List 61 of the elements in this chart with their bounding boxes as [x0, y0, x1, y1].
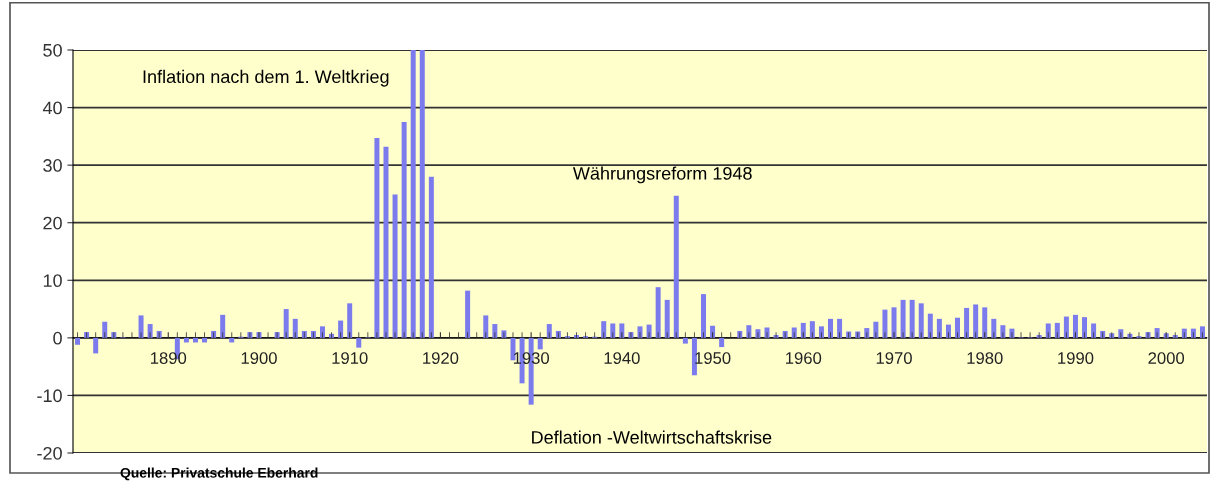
- bar: [510, 337, 516, 361]
- bar: [710, 325, 716, 338]
- bar: [982, 307, 988, 338]
- bar: [900, 299, 906, 338]
- bar: [392, 194, 398, 338]
- bar: [973, 304, 979, 338]
- bar: [347, 303, 353, 338]
- x-tick-label: 1980: [967, 352, 1003, 364]
- bar: [1082, 317, 1088, 338]
- bar: [828, 318, 834, 338]
- x-tick-label: 1890: [150, 352, 187, 364]
- bar: [619, 323, 625, 338]
- x-tick-label: 1900: [241, 352, 277, 364]
- y-tick-label: 50: [43, 43, 62, 57]
- bar: [891, 307, 897, 338]
- x-tick-label: 1920: [423, 352, 459, 364]
- x-tick-label: 2000: [1148, 352, 1185, 364]
- bar: [800, 322, 806, 338]
- bar: [220, 314, 226, 338]
- bar: [410, 50, 416, 338]
- bar: [918, 303, 924, 338]
- bar: [75, 337, 81, 345]
- y-tick-label: -20: [37, 446, 62, 460]
- y-tick-label: 20: [43, 216, 62, 230]
- bar: [964, 307, 970, 338]
- source-note: Quelle: Privatschule Eberhard: [120, 467, 318, 481]
- y-tick-label: 10: [43, 274, 62, 288]
- bar: [283, 309, 289, 338]
- bar: [701, 294, 706, 338]
- bar: [401, 121, 407, 338]
- bar: [682, 337, 688, 344]
- x-tick-label: 1940: [604, 352, 640, 364]
- y-tick-label: 40: [42, 101, 62, 115]
- annotation: Inflation nach dem 1. Weltkrieg: [143, 69, 389, 87]
- y-tick-label: -10: [37, 389, 62, 403]
- annotation: Währungsreform 1948: [572, 166, 752, 184]
- bar: [483, 315, 489, 338]
- bar: [138, 315, 144, 338]
- bar: [673, 195, 679, 338]
- annotation: Deflation -Weltwirtschaftskrise: [532, 430, 772, 444]
- bar: [655, 287, 661, 338]
- bar: [383, 146, 389, 338]
- x-tick-label: 1970: [876, 352, 912, 364]
- bar: [719, 337, 725, 348]
- bar: [537, 337, 543, 350]
- bar: [909, 299, 915, 338]
- bar: [93, 337, 99, 354]
- bar: [1072, 314, 1078, 338]
- y-tick-label: 0: [53, 331, 62, 345]
- x-tick-label: 1960: [786, 352, 822, 364]
- bar: [419, 50, 425, 338]
- bar: [428, 176, 434, 338]
- bar: [691, 337, 697, 376]
- bar: [664, 299, 670, 338]
- bar: [465, 290, 471, 338]
- bar: [374, 138, 380, 338]
- bar: [882, 309, 888, 338]
- x-tick-label: 1910: [332, 352, 368, 364]
- x-tick-label: 1990: [1058, 352, 1094, 364]
- y-tick-label: 30: [43, 159, 62, 172]
- bar: [356, 337, 362, 348]
